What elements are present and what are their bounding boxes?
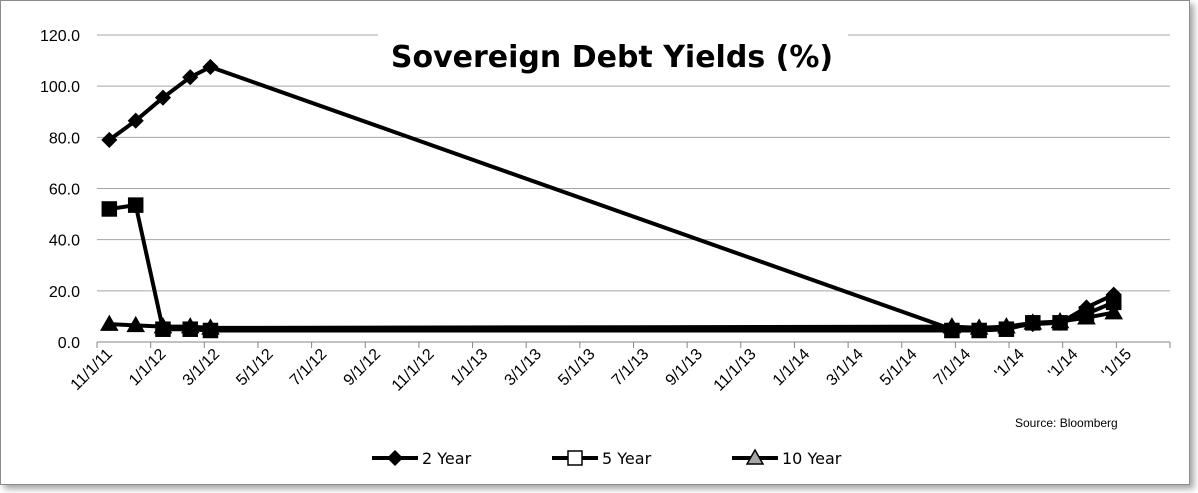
data-point-square <box>101 201 118 217</box>
data-point-triangle <box>997 317 1016 334</box>
data-point-triangle <box>969 318 989 335</box>
series-layer <box>100 58 1124 339</box>
legend-item: 10 Year <box>732 448 842 468</box>
series-line <box>108 64 1115 332</box>
x-tick-label: 3/1/13 <box>502 346 546 390</box>
x-axis: 11/1/11 1/1/12 3/1/12 5/1/12 7/1/12 9/1/12 11/… <box>68 341 1171 395</box>
x-tick-label: 5/1/13 <box>555 346 599 390</box>
x-tick-label: '1/14 <box>1045 346 1081 382</box>
y-tick-label: 100.0 <box>40 79 80 96</box>
y-tick-label: 60.0 <box>49 182 80 199</box>
data-point-triangle <box>153 317 173 334</box>
x-tick-label: 1/1/12 <box>126 346 170 390</box>
y-tick-label: 80.0 <box>49 130 80 147</box>
data-point-triangle <box>126 315 145 333</box>
series-5-year <box>101 197 1122 339</box>
x-tick-label: 11/1/13 <box>711 346 760 395</box>
y-tick-label: 0.0 <box>58 335 80 352</box>
data-point-diamond <box>386 449 404 467</box>
legend-item: 5 Year <box>552 449 652 468</box>
x-tick-label: 7/1/14 <box>931 346 975 390</box>
x-tick-label: 5/1/12 <box>233 346 277 390</box>
x-tick-label: '1/14 <box>992 346 1028 382</box>
title-background <box>378 33 848 79</box>
x-tick-label: 3/1/14 <box>823 346 867 390</box>
data-point-triangle <box>201 318 220 335</box>
x-tick-label: 9/1/13 <box>663 346 707 390</box>
data-point-triangle <box>1023 313 1043 330</box>
data-point-square <box>127 197 144 213</box>
data-point-triangle <box>745 448 765 465</box>
data-point-diamond <box>127 112 144 129</box>
x-tick-label: '1/15 <box>1099 346 1135 382</box>
legend-label: 5 Year <box>602 449 652 468</box>
x-tick-label: 3/1/12 <box>180 346 224 390</box>
x-tick-label: 1/1/14 <box>770 346 814 390</box>
chart-title: Sovereign Debt Yields (%) <box>391 40 833 75</box>
x-tick-label: 11/1/12 <box>389 346 438 395</box>
x-tick-label: 9/1/12 <box>341 346 385 390</box>
y-axis: 0.0 20.0 40.0 60.0 80.0 100.0 120.0 <box>40 28 80 352</box>
y-tick-label: 40.0 <box>49 233 80 250</box>
data-point-diamond <box>101 131 118 148</box>
data-point-diamond <box>154 89 172 106</box>
legend-label: 10 Year <box>782 449 842 468</box>
legend-item: 2 Year <box>372 449 472 468</box>
x-tick-label: 7/1/13 <box>609 346 653 390</box>
x-tick-label: 7/1/12 <box>287 346 331 390</box>
data-point-triangle <box>1104 303 1124 320</box>
chart-frame <box>0 0 1190 485</box>
x-tick-label: 11/1/11 <box>68 346 116 394</box>
legend-label: 2 Year <box>422 449 472 468</box>
series-2-year <box>101 58 1122 338</box>
data-point-triangle <box>942 317 962 334</box>
data-point-square <box>567 450 583 466</box>
y-tick-label: 20.0 <box>49 284 80 301</box>
source-note: Source: Bloomberg <box>1015 416 1118 430</box>
x-tick-label: 5/1/14 <box>877 346 921 390</box>
series-line <box>109 310 1115 330</box>
data-point-triangle <box>100 314 119 331</box>
data-point-diamond <box>182 69 199 86</box>
data-point-diamond <box>202 58 219 76</box>
data-point-triangle <box>180 317 200 334</box>
data-point-triangle <box>1077 308 1096 325</box>
series-10-year <box>100 303 1124 335</box>
data-point-triangle <box>1050 312 1070 329</box>
y-tick-label: 120.0 <box>40 28 80 45</box>
x-tick-label: 1/1/13 <box>448 346 492 390</box>
legend: 2 Year 5 Year 10 Year <box>372 448 842 468</box>
series-line <box>109 203 1115 333</box>
